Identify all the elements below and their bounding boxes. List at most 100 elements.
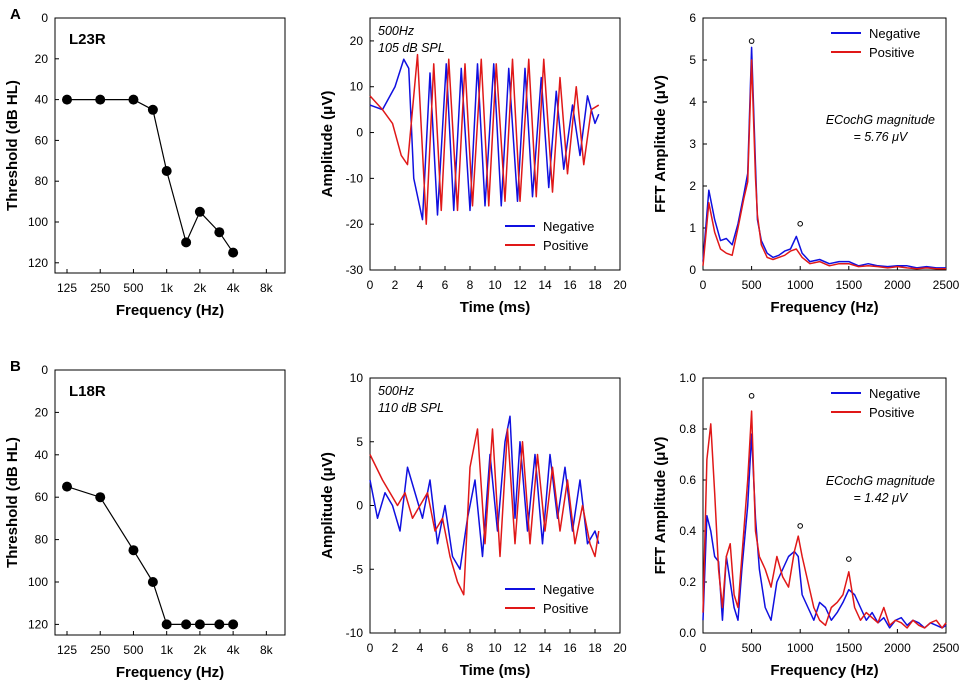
B-fft-xtick-label-4: 2000 bbox=[884, 641, 911, 655]
A-audiogram-point-7 bbox=[214, 227, 225, 238]
A-waveform-series-negative bbox=[369, 58, 600, 221]
B-fft-series-negative bbox=[702, 433, 947, 629]
A-waveform-ytick-label-3: 0 bbox=[356, 126, 363, 140]
B-audiogram-point-4 bbox=[161, 619, 172, 630]
A-waveform-xtick-label-10: 20 bbox=[613, 278, 627, 292]
A-fft-ytick-label-0: 0 bbox=[689, 263, 696, 277]
A-waveform-xlabel: Time (ms) bbox=[460, 299, 531, 316]
A-fft-xtick-label-1: 500 bbox=[742, 278, 762, 292]
B-audiogram-point-8 bbox=[228, 619, 239, 630]
B-fft-ytick-label-5: 1.0 bbox=[679, 371, 696, 385]
A-fft-annotation-1: = 5.76 μV bbox=[854, 130, 909, 144]
B-audiogram-xtick-label-4: 2k bbox=[194, 643, 208, 657]
B-waveform-ylabel: Amplitude (μV) bbox=[319, 452, 336, 559]
A-waveform-legend-label-0: Negative bbox=[543, 219, 594, 234]
B-fft-xtick-label-5: 2500 bbox=[933, 641, 960, 655]
A-audiogram-point-1 bbox=[95, 94, 106, 105]
B-audiogram-title: L18R bbox=[69, 383, 106, 400]
B-fft-xlabel: Frequency (Hz) bbox=[770, 662, 878, 679]
A-waveform-xtick-label-2: 4 bbox=[417, 278, 424, 292]
A-waveform-ytick-label-0: -30 bbox=[346, 263, 364, 277]
A-fft-series-positive bbox=[702, 59, 946, 270]
B-waveform-ytick-label-3: 5 bbox=[356, 435, 363, 449]
B-waveform-xlabel: Time (ms) bbox=[460, 662, 531, 679]
A-waveform-ytick-label-2: -10 bbox=[346, 171, 364, 185]
B-audiogram-ytick-label-1: 20 bbox=[35, 405, 49, 419]
A-audiogram-xtick-label-0: 125 bbox=[57, 281, 77, 295]
A-fft-ylabel: FFT Amplitude (μV) bbox=[652, 75, 669, 213]
B-waveform-legend-label-0: Negative bbox=[543, 582, 594, 597]
A-waveform-xtick-label-0: 0 bbox=[367, 278, 374, 292]
A-audiogram-point-5 bbox=[181, 237, 192, 248]
B-audiogram-xtick-label-6: 8k bbox=[260, 643, 274, 657]
B-audiogram-ytick-label-4: 80 bbox=[35, 533, 49, 547]
B-audiogram-xtick-label-3: 1k bbox=[160, 643, 174, 657]
A-fft-xtick-label-4: 2000 bbox=[884, 278, 911, 292]
A-waveform-annotation-0: 500Hz bbox=[378, 24, 415, 38]
B-waveform-xtick-label-7: 14 bbox=[538, 641, 552, 655]
B-waveform-xtick-label-4: 8 bbox=[467, 641, 474, 655]
A-fft-xtick-label-0: 0 bbox=[700, 278, 707, 292]
A-waveform-legend-label-1: Positive bbox=[543, 238, 589, 253]
B-audiogram-xtick-label-1: 250 bbox=[90, 643, 110, 657]
B-fft-ytick-label-2: 0.4 bbox=[679, 524, 696, 538]
B-fft-ytick-label-0: 0.0 bbox=[679, 626, 696, 640]
B-fft-ytick-label-3: 0.6 bbox=[679, 473, 696, 487]
A-waveform-ytick-label-5: 20 bbox=[350, 34, 364, 48]
B-waveform-xtick-label-8: 16 bbox=[563, 641, 577, 655]
A-fft-xtick-label-2: 1000 bbox=[787, 278, 814, 292]
A-audiogram-title: L23R bbox=[69, 31, 106, 48]
A-waveform-ylabel: Amplitude (μV) bbox=[319, 91, 336, 198]
A-audiogram-ytick-label-3: 60 bbox=[35, 133, 49, 147]
B-fft-annotation-0: ECochG magnitude bbox=[826, 474, 935, 488]
A-waveform-xtick-label-3: 6 bbox=[442, 278, 449, 292]
B-audiogram-point-7 bbox=[214, 619, 225, 630]
B-waveform-series-positive bbox=[369, 428, 600, 596]
A-fft-xlabel: Frequency (Hz) bbox=[770, 299, 878, 316]
B-fft-series-positive bbox=[702, 410, 947, 629]
A-waveform-ytick-label-4: 10 bbox=[350, 80, 364, 94]
A-audiogram-point-2 bbox=[128, 94, 139, 105]
A-fft-ytick-label-5: 5 bbox=[689, 53, 696, 67]
A-audiogram-point-6 bbox=[194, 206, 205, 217]
A-audiogram-xtick-label-2: 500 bbox=[123, 281, 143, 295]
A-waveform-series-positive bbox=[369, 53, 600, 225]
B-waveform-series-negative bbox=[369, 415, 600, 570]
B-waveform-xtick-label-6: 12 bbox=[513, 641, 527, 655]
B-audiogram-ytick-label-3: 60 bbox=[35, 490, 49, 504]
A-fft-ytick-label-4: 4 bbox=[689, 95, 696, 109]
A-waveform-xtick-label-6: 12 bbox=[513, 278, 527, 292]
A-audiogram-ytick-label-5: 100 bbox=[28, 215, 48, 229]
A-fft-series-negative bbox=[702, 46, 946, 269]
B-fft-xtick-label-1: 500 bbox=[742, 641, 762, 655]
B-audiogram-point-2 bbox=[128, 545, 139, 556]
B-waveform-annotation-1: 110 dB SPL bbox=[378, 401, 444, 415]
B-fft-ytick-label-4: 0.8 bbox=[679, 422, 696, 436]
B-fft-xtick-label-2: 1000 bbox=[787, 641, 814, 655]
A-audiogram-point-8 bbox=[228, 247, 239, 258]
panel-label-a: A bbox=[10, 6, 21, 23]
B-audiogram-point-1 bbox=[95, 492, 106, 503]
A-waveform-ytick-label-1: -20 bbox=[346, 217, 364, 231]
B-waveform-xtick-label-2: 4 bbox=[417, 641, 424, 655]
A-audiogram-ytick-label-1: 20 bbox=[35, 52, 49, 66]
A-fft-legend-label-0: Negative bbox=[869, 26, 920, 41]
A-audiogram-xlabel: Frequency (Hz) bbox=[116, 302, 224, 319]
A-waveform-xtick-label-8: 16 bbox=[563, 278, 577, 292]
A-waveform-xtick-label-1: 2 bbox=[392, 278, 399, 292]
A-fft-peak-marker-0 bbox=[748, 38, 755, 44]
B-audiogram-ytick-label-6: 120 bbox=[28, 617, 48, 631]
B-waveform-ytick-label-4: 10 bbox=[350, 371, 364, 385]
A-audiogram-ytick-label-4: 80 bbox=[35, 174, 49, 188]
B-audiogram-ytick-label-0: 0 bbox=[41, 363, 48, 377]
B-audiogram-point-3 bbox=[147, 577, 158, 587]
A-audiogram-point-3 bbox=[147, 104, 158, 115]
A-fft-legend-label-1: Positive bbox=[869, 45, 915, 60]
B-audiogram-frame bbox=[54, 369, 286, 636]
A-audiogram-xtick-label-5: 4k bbox=[227, 281, 241, 295]
B-waveform-ytick-label-0: -10 bbox=[346, 626, 364, 640]
B-fft-legend-label-0: Negative bbox=[869, 386, 920, 401]
B-waveform-xtick-label-5: 10 bbox=[488, 641, 502, 655]
A-fft-ytick-label-2: 2 bbox=[689, 179, 696, 193]
A-audiogram-ytick-label-0: 0 bbox=[41, 11, 48, 25]
